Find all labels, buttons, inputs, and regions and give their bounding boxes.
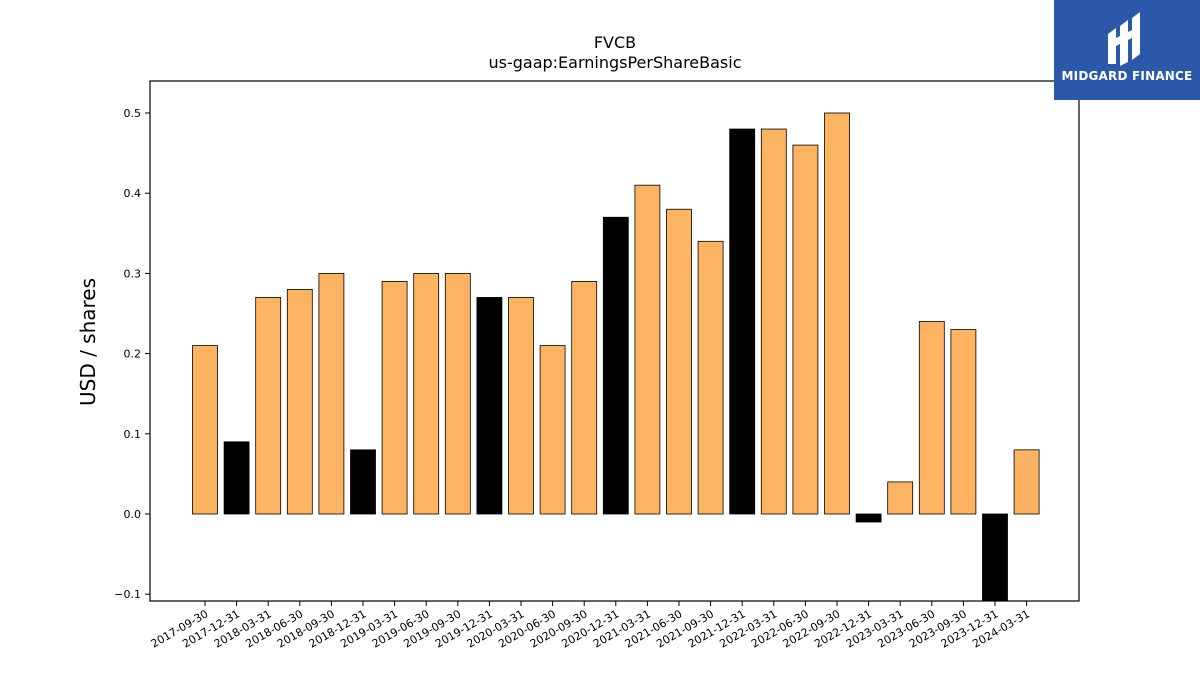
bar-2021-06-30 bbox=[666, 208, 692, 515]
bar-2018-09-30 bbox=[318, 272, 345, 515]
y-ticks-layer: −0.1 0.0 0.1 0.2 0.3 0.4 0.5 bbox=[114, 107, 150, 601]
bar-2020-12-31 bbox=[602, 216, 629, 515]
x-ticks-layer: 2017-09-302017-12-312018-03-312018-06-30… bbox=[149, 601, 1032, 651]
bar-2023-09-30 bbox=[950, 329, 977, 515]
bar-2018-06-30 bbox=[286, 289, 313, 515]
brand-name: MIDGARD FINANCE bbox=[1061, 69, 1193, 83]
y-tick-label: 0.0 bbox=[124, 508, 142, 521]
bar-2024-03-31 bbox=[1013, 449, 1040, 515]
bar-2023-06-30 bbox=[918, 321, 945, 515]
bar-2022-06-30 bbox=[792, 144, 819, 515]
bar-2022-12-31 bbox=[855, 513, 882, 523]
bar-2021-09-30 bbox=[697, 240, 724, 515]
bar-2019-12-31 bbox=[476, 297, 503, 515]
y-tick-label: 0.5 bbox=[124, 107, 142, 120]
chart-subtitle: us-gaap:EarningsPerShareBasic bbox=[488, 53, 741, 72]
bar-2017-09-30 bbox=[192, 345, 218, 515]
bar-2021-03-31 bbox=[634, 184, 661, 515]
bar-2020-06-30 bbox=[539, 345, 566, 515]
bars-layer bbox=[192, 112, 1040, 602]
bar-2018-12-31 bbox=[350, 449, 376, 515]
bar-2018-03-31 bbox=[255, 297, 282, 515]
bar-2017-12-31 bbox=[223, 441, 250, 515]
brand-logo: MIDGARD FINANCE bbox=[1054, 0, 1200, 100]
bar-2019-06-30 bbox=[413, 272, 440, 515]
bar-2022-09-30 bbox=[824, 112, 850, 515]
plot-frame bbox=[149, 80, 1080, 602]
y-tick-label: 0.4 bbox=[124, 187, 142, 200]
y-tick-label: 0.2 bbox=[124, 348, 142, 361]
y-tick-label: 0.1 bbox=[124, 428, 142, 441]
bar-2020-03-31 bbox=[508, 297, 534, 515]
bar-2022-03-31 bbox=[760, 128, 787, 515]
brand-mark-icon bbox=[1108, 12, 1140, 66]
y-tick-label: −0.1 bbox=[114, 588, 141, 601]
chart-title: FVCB bbox=[594, 33, 636, 52]
bar-2023-03-31 bbox=[887, 481, 914, 515]
y-tick-label: 0.3 bbox=[124, 267, 142, 280]
y-axis-label: USD / shares bbox=[76, 278, 100, 406]
bar-2020-09-30 bbox=[571, 281, 598, 515]
bar-2023-12-31 bbox=[982, 513, 1008, 602]
bar-2021-12-31 bbox=[729, 128, 756, 515]
bar-2019-09-30 bbox=[444, 272, 471, 515]
bar-2019-03-31 bbox=[381, 281, 408, 515]
